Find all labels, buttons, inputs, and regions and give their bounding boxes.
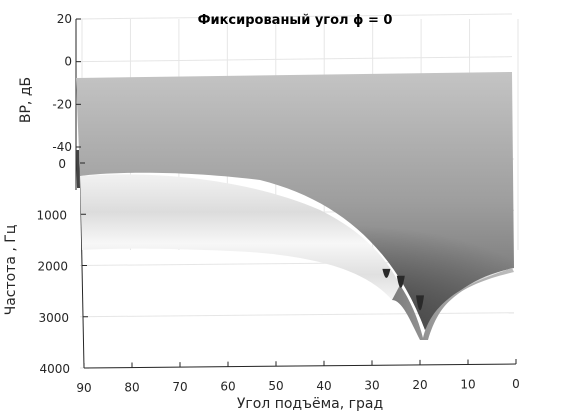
notch-mark [382, 268, 391, 278]
z-axis-ticks: 20 0 -20 -40 [52, 12, 81, 154]
x-tick-label: 50 [268, 379, 283, 393]
x-tick-label: 90 [76, 381, 91, 395]
surface-left-edge [76, 150, 80, 188]
grid-line-frequency [79, 312, 515, 318]
surface-front [80, 174, 400, 300]
z-axis-label: ВР, дБ [18, 77, 34, 123]
z-tick-label: 20 [57, 12, 72, 26]
grid-line-level [77, 56, 513, 63]
notch-mark [416, 295, 424, 311]
z-tick-label: 0 [64, 55, 72, 69]
grid-line-level [77, 13, 513, 20]
x-tick-label: 70 [172, 380, 187, 394]
surface [76, 72, 514, 340]
x-tick-label: 60 [220, 380, 235, 394]
notch-mark [396, 275, 405, 288]
chart-title: Фиксированый угол ϕ = 0 [198, 13, 393, 28]
surface-dark-region [80, 140, 512, 330]
z-tick-label: -40 [52, 140, 72, 154]
y-tick-label: 1000 [36, 208, 67, 222]
x-axis-label: Угол подъёма, град [237, 396, 383, 412]
x-tick-label: 30 [364, 378, 379, 392]
x-tick-label: 80 [124, 381, 139, 395]
y-tick-label: 0 [58, 157, 66, 171]
y-axis-label: Частота , Гц [3, 225, 19, 316]
y-tick-label: 3000 [38, 311, 69, 325]
y-tick-label: 4000 [39, 362, 70, 376]
x-tick-label: 10 [460, 377, 475, 391]
z-tick-label: -20 [52, 97, 72, 111]
x-axis-line [83, 363, 517, 369]
x-axis-ticks: 90 80 70 60 50 40 30 20 10 0 [76, 359, 520, 395]
y-axis-ticks: 0 1000 2000 3000 4000 [36, 157, 89, 376]
x-tick-label: 0 [512, 377, 520, 391]
y-tick-label: 2000 [37, 260, 68, 274]
notches [382, 268, 424, 311]
x-tick-label: 40 [316, 379, 331, 393]
x-tick-label: 20 [412, 378, 427, 392]
